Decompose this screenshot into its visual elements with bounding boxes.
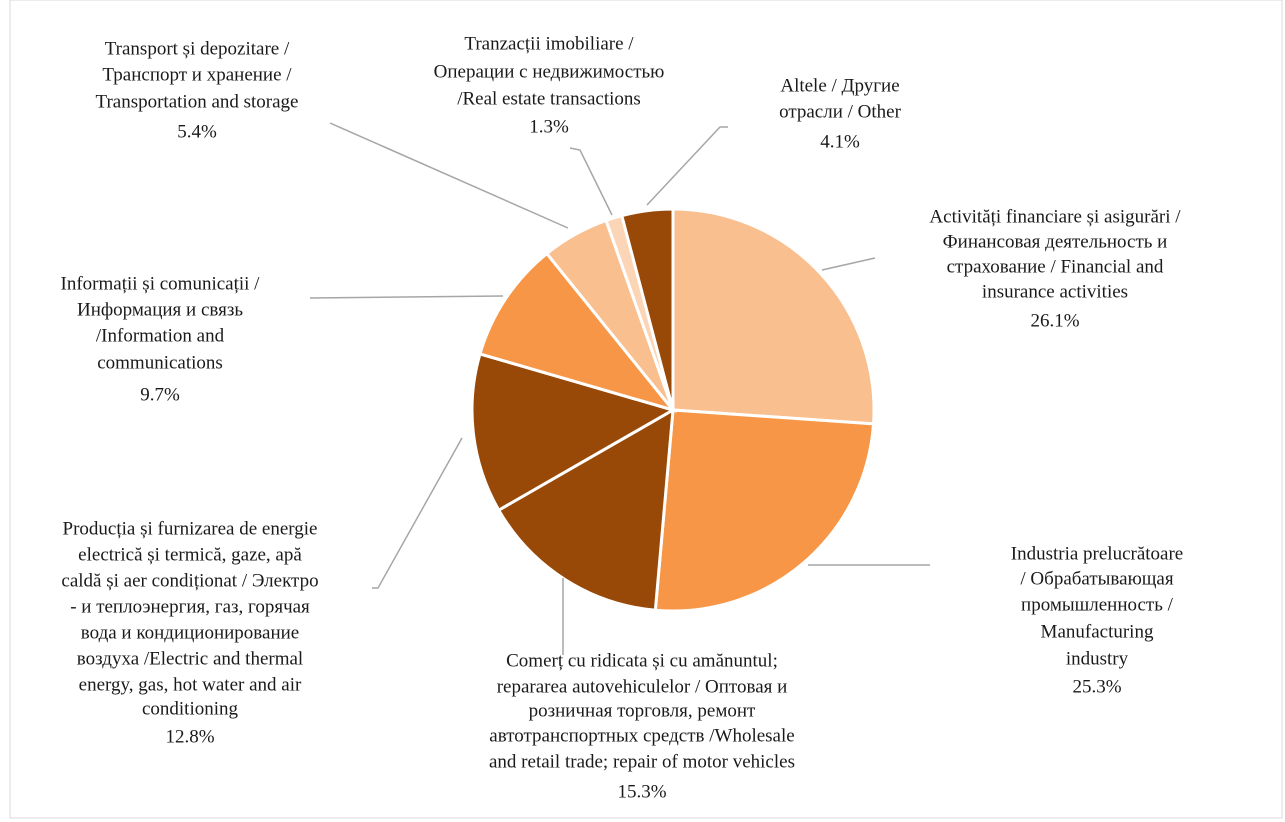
slice-label: /Information and	[96, 325, 225, 346]
leader-line	[821, 257, 876, 271]
value-label: 1.3%	[529, 116, 569, 137]
value-label: 4.1%	[820, 131, 860, 152]
value-label: 26.1%	[1030, 310, 1079, 331]
slice-label: energy, gas, hot water and air	[79, 674, 302, 695]
slice-label: Tranzacții imobiliare /	[464, 33, 634, 54]
pie-slice	[671, 207, 876, 426]
slice-label: Transportation and storage	[96, 91, 299, 112]
slice-label: Transport și depozitare /	[105, 38, 290, 59]
value-label: 15.3%	[617, 781, 666, 802]
slice-label: - и теплоэнергия, газ, горячая	[70, 596, 310, 617]
slice-label: Industria prelucrătoare	[1011, 543, 1184, 564]
slice-label: Altele / Другие	[780, 75, 899, 96]
leader-line	[329, 122, 569, 229]
pie-slice	[496, 407, 675, 612]
slice-label: розничная торговля, ремонт	[529, 700, 756, 721]
slice-label: Информация и связь	[77, 299, 243, 320]
slice-label: /Real estate transactions	[457, 88, 641, 109]
value-label: 5.4%	[177, 121, 217, 142]
slice-label: conditioning	[142, 698, 239, 719]
leader-line	[569, 147, 613, 216]
chart-border	[9, 0, 1283, 819]
pie-slice	[478, 251, 678, 413]
pie-slice	[653, 408, 876, 613]
slice-label: Informații și comunicații /	[61, 273, 261, 294]
slice-label: communications	[97, 352, 223, 373]
slice-label: electrică și termică, gaze, apă	[78, 544, 302, 565]
slice-label: отрасли / Other	[779, 101, 902, 122]
value-label: 12.8%	[165, 726, 214, 747]
slice-label: insurance activities	[982, 281, 1128, 302]
slice-label: and retail trade; repair of motor vehicl…	[489, 751, 795, 772]
slice-label: industry	[1066, 648, 1129, 669]
slice-label: repararea autovehiculelor / Оптовая и	[497, 676, 788, 697]
slice-label: Comerț cu ridicata și cu amănuntul;	[506, 650, 778, 671]
pie-slice	[470, 352, 677, 513]
slice-label: Manufacturing	[1041, 621, 1154, 642]
pie-slice	[619, 207, 675, 411]
leader-line	[309, 295, 504, 299]
slice-label: страхование / Financial and	[947, 256, 1164, 277]
value-label: 9.7%	[140, 384, 180, 405]
slice-label: промышленность /	[1021, 594, 1174, 615]
slice-label: Операции с недвижимостью	[434, 61, 665, 82]
value-label: 25.3%	[1072, 676, 1121, 697]
slice-label: caldă și aer condiționat / Электро	[61, 570, 318, 591]
slice-label: Producția și furnizarea de energie	[63, 518, 318, 539]
leader-line	[646, 126, 728, 206]
slice-label: Activități financiare și asigurări /	[929, 206, 1181, 227]
slice-label: вода и кондиционирование	[81, 622, 299, 643]
leader-line	[372, 437, 463, 589]
slice-label: воздуха /Electric and thermal	[77, 648, 303, 669]
slice-label: автотранспортных средств /Wholesale	[489, 725, 794, 746]
slice-label: Транспорт и хранение /	[102, 64, 292, 85]
slice-label: Финансовая деятельность и	[943, 231, 1168, 252]
slice-label: / Обрабатывающая	[1020, 568, 1173, 589]
